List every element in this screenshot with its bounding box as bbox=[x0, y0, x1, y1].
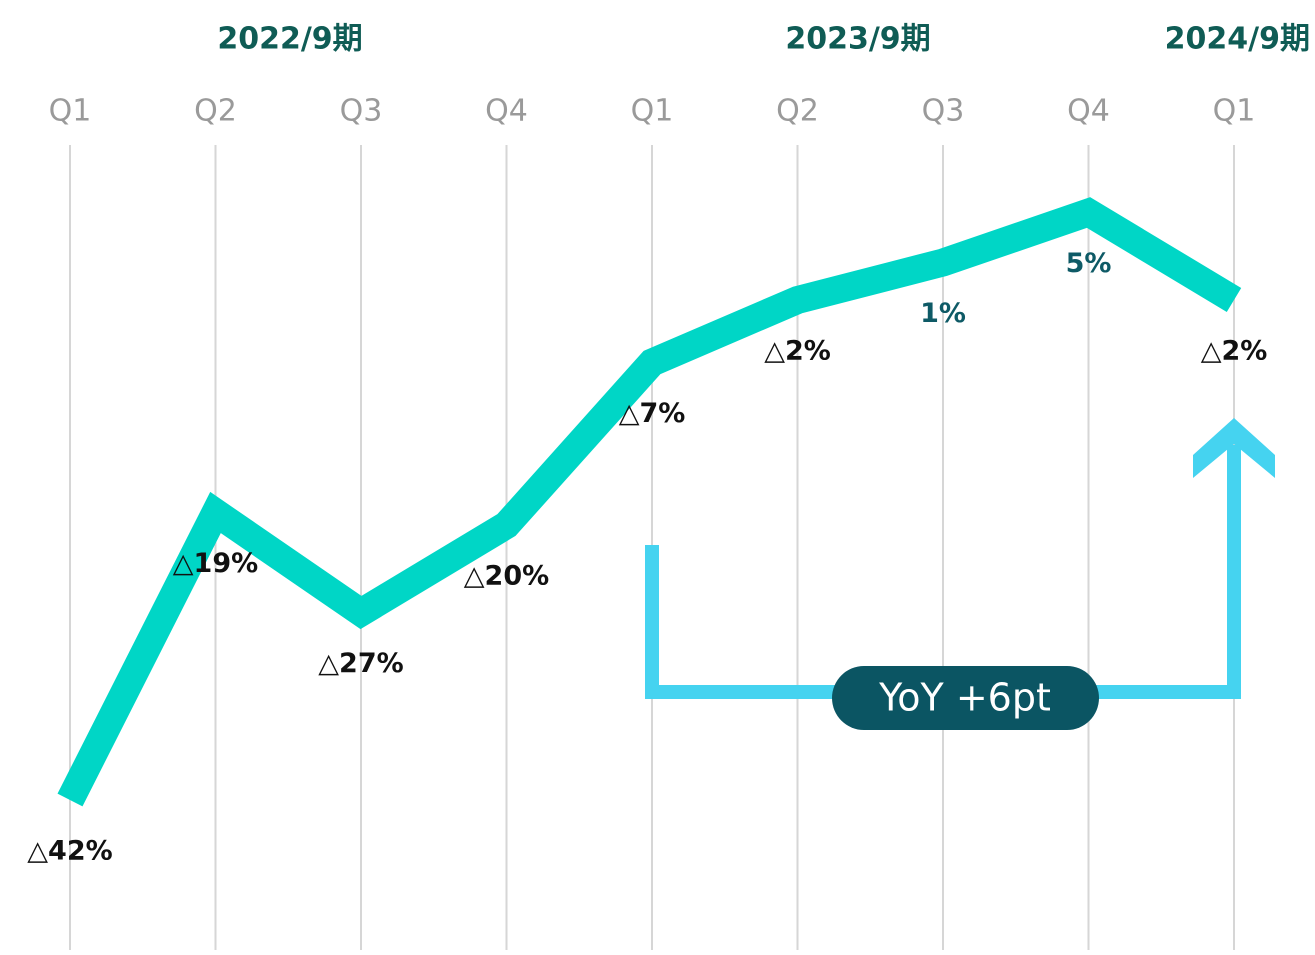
data-label: △19% bbox=[173, 548, 258, 579]
year-label: 2024/9期 bbox=[1165, 22, 1310, 57]
x-tick-label: Q3 bbox=[340, 94, 383, 129]
data-label: △2% bbox=[764, 336, 831, 367]
data-label: △20% bbox=[464, 561, 549, 592]
year-label: 2023/9期 bbox=[785, 22, 930, 57]
annotation-arrowhead bbox=[1193, 418, 1275, 478]
x-tick-label: Q2 bbox=[776, 94, 819, 129]
x-tick-label: Q3 bbox=[922, 94, 965, 129]
data-label: △7% bbox=[619, 398, 686, 429]
year-label: 2022/9期 bbox=[217, 22, 362, 57]
x-tick-label: Q2 bbox=[194, 94, 237, 129]
data-label: 5% bbox=[1066, 248, 1112, 279]
annotation-box bbox=[832, 666, 1099, 730]
data-label: 1% bbox=[920, 298, 966, 329]
annotation-text: YoY +6pt bbox=[878, 676, 1051, 720]
data-label: △42% bbox=[27, 836, 112, 867]
series-line bbox=[57, 197, 1242, 807]
x-tick-label: Q4 bbox=[1067, 94, 1110, 129]
x-tick-label: Q4 bbox=[485, 94, 528, 129]
data-label: △2% bbox=[1201, 336, 1268, 367]
x-tick-label: Q1 bbox=[49, 94, 92, 129]
x-tick-label: Q1 bbox=[1213, 94, 1256, 129]
x-tick-label: Q1 bbox=[631, 94, 674, 129]
data-label: △27% bbox=[318, 648, 403, 679]
